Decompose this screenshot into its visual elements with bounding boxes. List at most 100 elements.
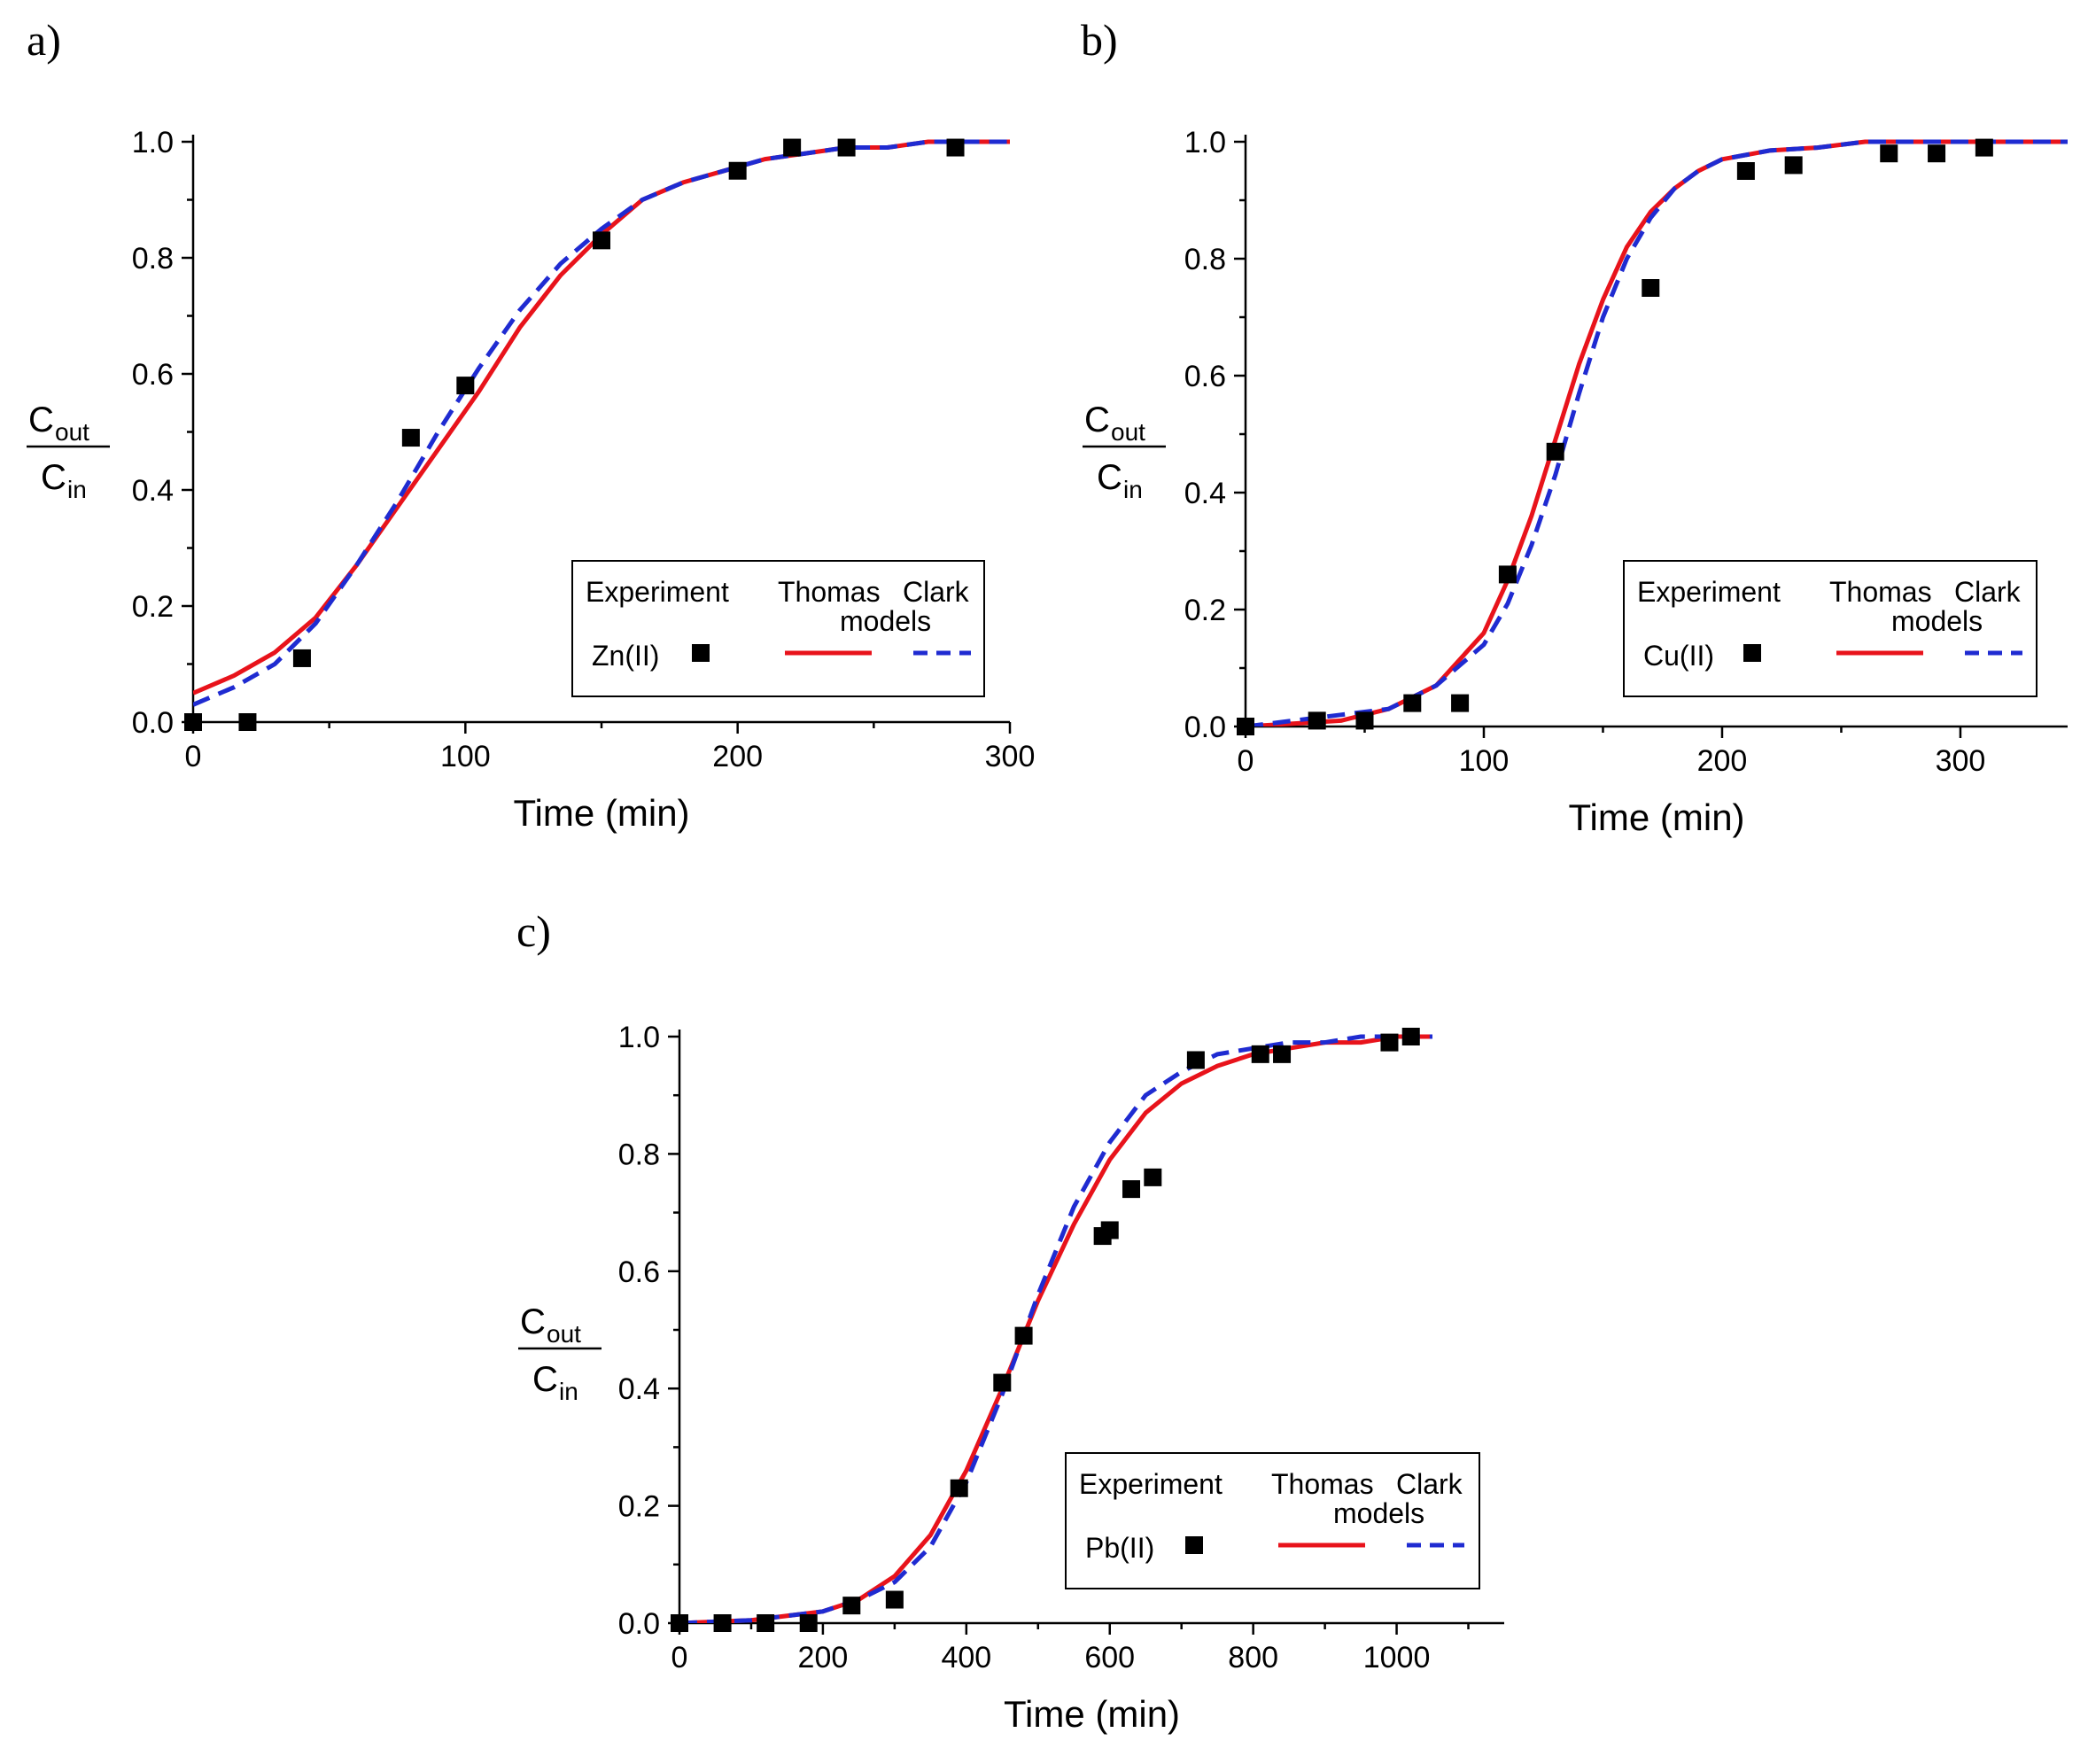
y-title-numerator-sub: out [547, 1320, 581, 1348]
experiment-point [593, 231, 610, 250]
x-tick-label: 100 [440, 740, 491, 773]
experiment-point [1401, 1028, 1420, 1045]
legend-frame [1623, 560, 2038, 697]
y-title-denominator: C [41, 458, 66, 497]
legend-series-label: Cu(II) [1643, 640, 1714, 672]
y-title-denominator-sub: in [67, 476, 87, 503]
y-tick-label: 0.2 [132, 590, 174, 624]
experiment-point [1014, 1326, 1033, 1345]
experiment-point [1186, 1051, 1205, 1069]
experiment-point [1251, 1045, 1269, 1063]
x-tick-label: 200 [798, 1641, 849, 1675]
legend-thomas-header: Thomas [1271, 1468, 1374, 1500]
legend-series-label: Pb(II) [1085, 1532, 1154, 1564]
clark-model-line [193, 139, 1010, 707]
experiment-point [837, 138, 856, 157]
experiment-point [1498, 565, 1517, 584]
experiment-point [1273, 1045, 1292, 1063]
panel-letter: c) [516, 906, 551, 956]
y-title-numerator: C [520, 1302, 546, 1341]
x-tick-label: 600 [1084, 1641, 1135, 1675]
x-axis-title: Time (min) [1004, 1693, 1180, 1735]
x-tick-label: 300 [1936, 744, 1986, 778]
x-tick-label: 1000 [1363, 1641, 1431, 1675]
x-axis-title: Time (min) [1568, 797, 1744, 838]
y-tick-label: 0.4 [1184, 477, 1226, 510]
experiment-point [1122, 1180, 1141, 1199]
x-tick-label: 0 [1238, 744, 1254, 778]
y-tick-label: 0.2 [618, 1490, 660, 1524]
experiment-point [238, 713, 257, 731]
y-tick-label: 0.4 [132, 474, 174, 508]
experiment-point [401, 429, 420, 447]
experiment-point [1928, 144, 1946, 163]
y-title-numerator-sub: out [55, 418, 89, 446]
legend-experiment-header: Experiment [1079, 1468, 1223, 1500]
y-title-denominator-sub: in [559, 1378, 578, 1405]
experiment-point [1403, 694, 1422, 712]
y-title-numerator-sub: out [1111, 418, 1145, 446]
x-tick-label: 300 [985, 740, 1036, 773]
thomas-model-line [679, 1034, 1432, 1623]
y-tick-label: 0.8 [1184, 243, 1226, 276]
legend-thomas-header: Thomas [1829, 576, 1932, 608]
legend-models-header: models [840, 605, 931, 637]
y-tick-label: 0.0 [1184, 711, 1226, 744]
experiment-point [1546, 442, 1564, 461]
x-tick-label: 0 [185, 740, 202, 773]
y-title-denominator-sub: in [1123, 476, 1143, 503]
experiment-point [1308, 711, 1326, 730]
experiment-point [728, 161, 747, 180]
experiment-point [671, 1614, 688, 1632]
legend-frame [571, 560, 985, 697]
experiment-point [1975, 138, 1993, 157]
y-tick-label: 0.8 [618, 1138, 660, 1171]
y-tick-label: 0.6 [132, 358, 174, 392]
y-tick-label: 1.0 [1184, 126, 1226, 159]
legend-models-header: models [1333, 1497, 1424, 1529]
experiment-point [292, 649, 311, 667]
legend-series-label: Zn(II) [592, 640, 659, 672]
legend-experiment-marker [692, 644, 710, 662]
clark-model-line [1246, 139, 2068, 727]
y-tick-label: 0.0 [618, 1607, 660, 1641]
experiment-point [456, 377, 475, 395]
panel-letter: a) [27, 15, 61, 65]
experiment-point [184, 713, 202, 731]
chart-panel-b: b) 0 100 200 300 0.0 0.2 0.4 0.6 0.8 1.0 Time (min)… [1081, 15, 2068, 838]
experiment-point [713, 1614, 732, 1632]
experiment-point [783, 138, 802, 157]
legend-experiment-marker [1743, 644, 1761, 662]
experiment-point [1451, 694, 1470, 712]
x-tick-label: 200 [712, 740, 763, 773]
experiment-point [950, 1479, 968, 1497]
y-title-denominator: C [532, 1360, 558, 1399]
experiment-point [993, 1373, 1012, 1392]
y-title-numerator: C [28, 400, 54, 439]
experiment-point [1100, 1221, 1119, 1239]
y-tick-label: 0.6 [1184, 360, 1226, 393]
panel-letter: b) [1081, 15, 1118, 65]
chart-panel-c: c) 0 200 400 600 800 1000 0.0 0.2 0.4 0.6 0.8 1.0 Tim… [516, 906, 1504, 1735]
legend-experiment-header: Experiment [1637, 576, 1781, 608]
experiment-point [1784, 156, 1803, 175]
legend-experiment-marker [1185, 1536, 1203, 1554]
experiment-point [1642, 279, 1660, 297]
experiment-point [757, 1614, 775, 1632]
experiment-point [799, 1614, 818, 1632]
experiment-point [1355, 711, 1374, 730]
x-axis-title: Time (min) [513, 792, 689, 834]
y-tick-label: 1.0 [132, 126, 174, 159]
experiment-point [946, 138, 965, 157]
legend-clark-header: Clark [903, 576, 970, 608]
y-tick-label: 0.0 [132, 706, 174, 740]
y-title-denominator: C [1097, 458, 1122, 497]
x-tick-label: 100 [1459, 744, 1510, 778]
y-tick-label: 0.4 [618, 1372, 660, 1406]
legend-clark-header: Clark [1396, 1468, 1463, 1500]
